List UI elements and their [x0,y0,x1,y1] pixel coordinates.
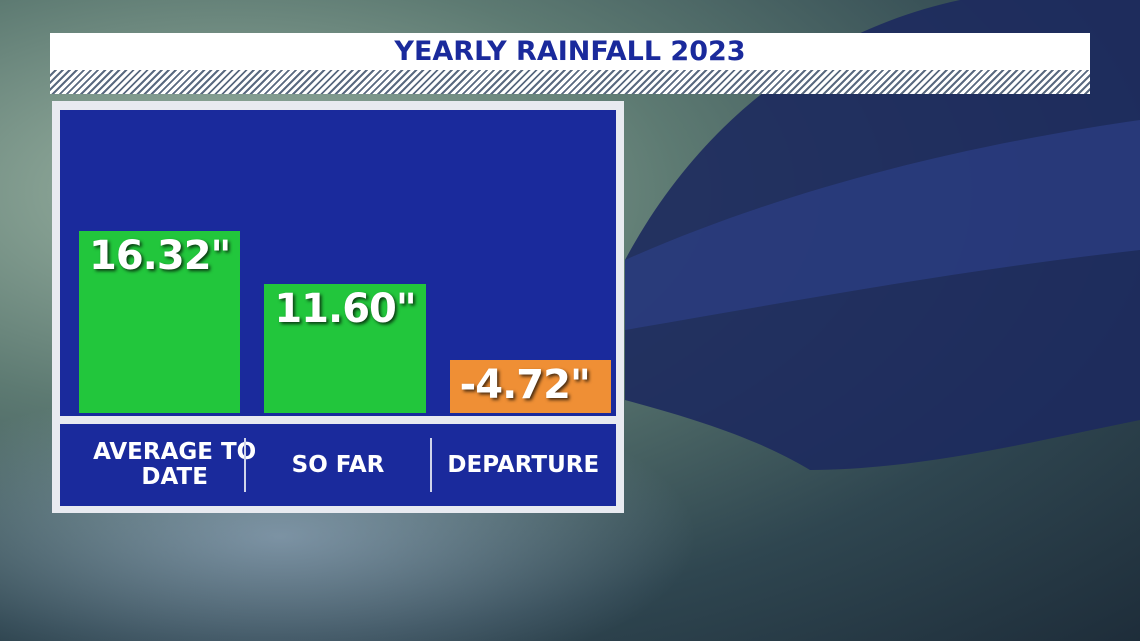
value-label: 11.60" [274,285,416,332]
bar [264,283,426,413]
separator [244,438,247,492]
category-area: AVERAGE TO DATE SO FAR DEPARTURE [60,424,616,506]
chart-title: YEARLY RAINFALL 2023 [50,33,1090,70]
plot-area: 16.32" 11.60" -4.72" [60,110,616,416]
category-label: AVERAGE TO DATE [93,439,257,490]
value-label: -4.72" [459,362,591,409]
category-label: DEPARTURE [447,451,600,478]
bar [449,360,611,413]
category-label: SO FAR [291,451,385,478]
title-stripes [50,70,1090,94]
separator [429,438,432,492]
bar [79,231,241,413]
value-label: 16.32" [89,233,231,279]
